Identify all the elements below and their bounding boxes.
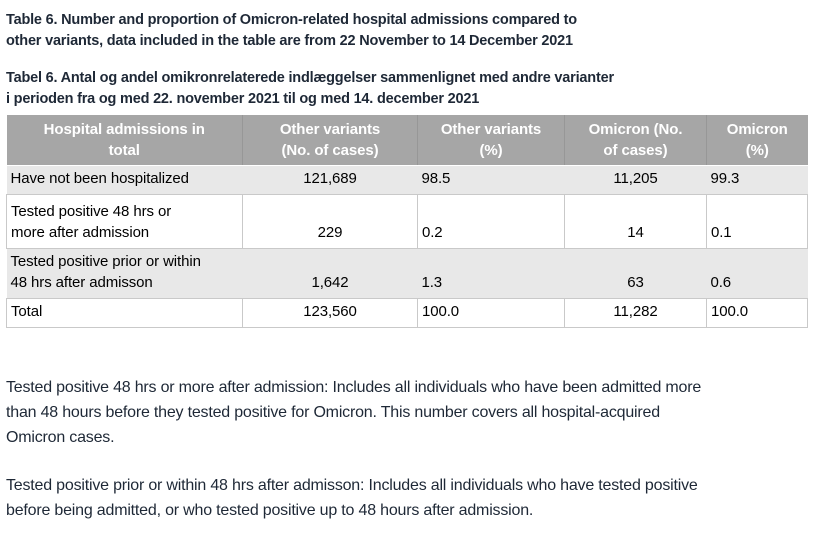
omicron-percent-value: 99.3 [706, 164, 808, 195]
table-title-english-line2: other variants, data included in the tab… [6, 33, 573, 49]
header-line: (No. of cases) [281, 141, 379, 159]
header-line: (%) [745, 141, 769, 159]
header-omicron-percent: Omicron (%) [706, 115, 808, 166]
omicron-cases-value: 63 [564, 247, 707, 299]
header-line: Omicron (No. [588, 120, 683, 138]
header-omicron-cases: Omicron (No. of cases) [564, 115, 707, 166]
header-line: of cases) [603, 141, 668, 159]
row-label: Have not been hospitalized [6, 164, 243, 195]
omicron-cases-value: 14 [564, 193, 707, 249]
row-label-line: more after admission [11, 223, 150, 241]
omicron-cases-value: 11,282 [564, 297, 707, 328]
omicron-percent-value: 0.1 [706, 193, 808, 249]
table-title-english-line1: Table 6. Number and proportion of Omicro… [6, 12, 577, 28]
header-other-variants-cases: Other variants (No. of cases) [242, 115, 418, 166]
row-label-line: Total [11, 302, 43, 320]
footnote-tested-prior-within: Tested positive prior or within 48 hrs a… [6, 476, 698, 519]
header-line: Hospital admissions in [43, 120, 205, 138]
header-hospital-admissions-in-total: Hospital admissions in total [6, 115, 243, 166]
row-label: Tested positive prior or within 48 hrs a… [6, 247, 243, 299]
other-variants-cases-value: 1,642 [242, 247, 418, 299]
header-line: Other variants [279, 120, 381, 138]
table-row-not-hospitalized: Have not been hospitalized 121,689 98.5 … [6, 164, 808, 195]
table-title-english: Table 6. Number and proportion of Omicro… [6, 10, 808, 52]
footnote-tested-48hrs-after: Tested positive 48 hrs or more after adm… [6, 378, 702, 446]
table-row-total: Total 123,560 100.0 11,282 100.0 [6, 297, 808, 328]
row-label: Total [6, 297, 243, 328]
omicron-percent-value: 100.0 [706, 297, 808, 328]
table-title-danish-line1: Tabel 6. Antal og andel omikronrelatered… [6, 70, 614, 86]
table-header-row: Hospital admissions in total Other varia… [6, 115, 808, 166]
table-title-danish-line2: i perioden fra og med 22. november 2021 … [6, 91, 480, 107]
table-row-tested-48hrs-after: Tested positive 48 hrs or more after adm… [6, 193, 808, 249]
row-label-line: 48 hrs after admisson [10, 273, 153, 291]
other-variants-percent-value: 1.3 [417, 247, 565, 299]
omicron-cases-value: 11,205 [564, 164, 707, 195]
omicron-admissions-table: Hospital admissions in total Other varia… [6, 115, 808, 328]
table-title-danish: Tabel 6. Antal og andel omikronrelatered… [6, 68, 808, 110]
other-variants-percent-value: 100.0 [417, 297, 565, 328]
row-label-line: Have not been hospitalized [10, 169, 189, 187]
header-line: total [108, 141, 140, 159]
row-label-line: Tested positive prior or within [10, 252, 201, 270]
omicron-percent-value: 0.6 [706, 247, 808, 299]
row-label-line: Tested positive 48 hrs or [11, 202, 172, 220]
header-other-variants-percent: Other variants (%) [417, 115, 565, 166]
header-line: (%) [479, 141, 503, 159]
other-variants-cases-value: 121,689 [242, 164, 418, 195]
header-line: Other variants [440, 120, 542, 138]
other-variants-cases-value: 229 [242, 193, 418, 249]
table-row-tested-prior-within: Tested positive prior or within 48 hrs a… [6, 247, 808, 299]
other-variants-percent-value: 98.5 [417, 164, 565, 195]
other-variants-percent-value: 0.2 [417, 193, 565, 249]
other-variants-cases-value: 123,560 [242, 297, 418, 328]
row-label: Tested positive 48 hrs or more after adm… [6, 193, 243, 249]
header-line: Omicron [726, 120, 788, 138]
